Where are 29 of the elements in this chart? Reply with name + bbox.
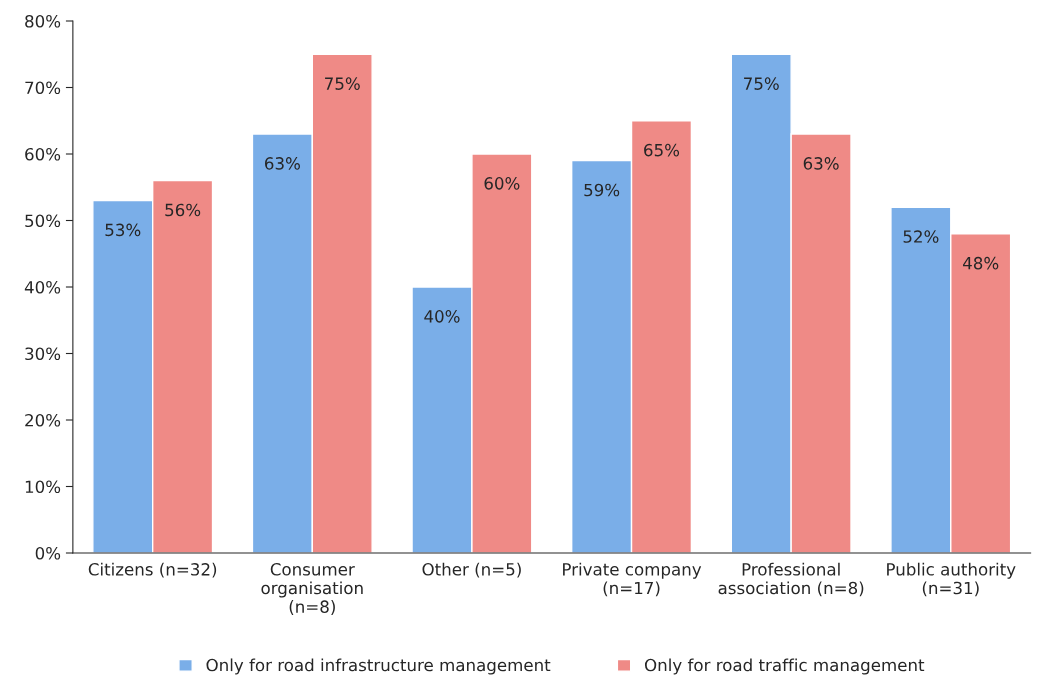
- y-tick-label: 40%: [24, 280, 61, 294]
- data-label: 52%: [903, 230, 939, 243]
- data-label: 65%: [644, 143, 680, 157]
- x-tick-label: Citizens (n=32): [88, 562, 217, 578]
- data-label: 60%: [484, 177, 520, 190]
- legend-label: Only for road traffic management: [644, 658, 925, 675]
- y-tick-label: 20%: [25, 413, 61, 427]
- y-tick-label: 30%: [25, 347, 61, 361]
- y-tick-label: 10%: [25, 480, 61, 494]
- x-tick-label: Public authority (n=31): [887, 562, 1016, 597]
- data-label: 53%: [105, 223, 141, 237]
- legend-label: Only for road infrastructure management: [206, 658, 551, 675]
- data-label: 56%: [165, 203, 201, 217]
- data-label: 40%: [424, 310, 460, 323]
- x-tick-label: Consumer organisation (n=8): [261, 563, 363, 615]
- data-label: 63%: [803, 157, 839, 170]
- x-tick-label: Private company (n=17): [563, 562, 702, 597]
- data-label: 48%: [963, 256, 999, 270]
- data-label: 75%: [744, 77, 779, 90]
- y-tick-label: 80%: [25, 14, 61, 28]
- y-tick-label: 50%: [25, 214, 61, 228]
- y-tick-label: 60%: [25, 147, 61, 161]
- data-label: 59%: [584, 183, 620, 197]
- y-tick-label: 70%: [25, 81, 61, 95]
- x-tick-label: Other (n=5): [422, 562, 521, 578]
- y-tick-label: 0%: [35, 546, 61, 560]
- x-tick-label: Professional association (n=8): [718, 562, 864, 597]
- data-label: 63%: [265, 157, 300, 170]
- data-label: 75%: [325, 77, 360, 90]
